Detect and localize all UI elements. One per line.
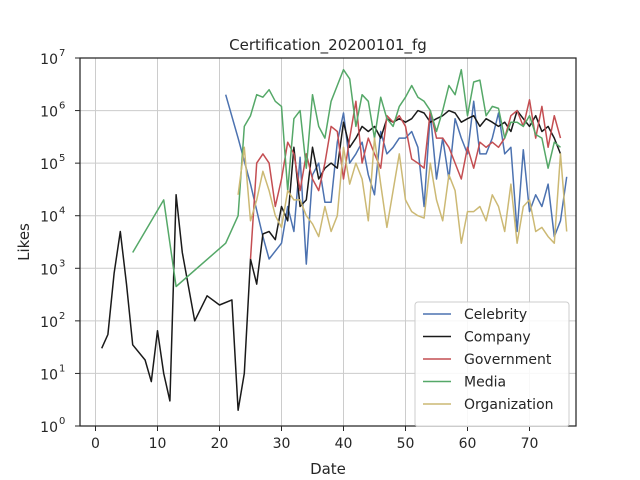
legend-entry: Celebrity [464, 307, 527, 323]
x-tick-label: 10 [149, 436, 167, 452]
legend-entry: Media [464, 375, 506, 391]
series-line-media [132, 68, 561, 288]
x-tick-label: 70 [521, 436, 539, 452]
y-tick-base: 10 [40, 52, 58, 68]
y-tick-base: 10 [40, 157, 58, 173]
x-axis-ticks: 0 10 20 30 40 50 60 70 [91, 426, 538, 452]
y-tick-base: 10 [40, 315, 58, 331]
y-tick-label: 10 [40, 105, 58, 121]
legend-entry: Company [464, 330, 531, 346]
y-tick-label: 10 [40, 315, 58, 331]
series-line-organization [237, 137, 568, 244]
x-tick-label: 50 [397, 436, 415, 452]
series-lines [101, 68, 568, 411]
y-tick-exponent: 7 [59, 48, 65, 59]
y-tick-label: 10 [40, 157, 58, 173]
y-tick-exponent: 0 [59, 416, 65, 427]
y-tick-base: 10 [40, 262, 58, 278]
y-tick-exponent: 2 [59, 311, 65, 322]
y-tick-exponent: 6 [59, 101, 65, 112]
plot-area-frame [79, 57, 577, 427]
legend-box [414, 301, 570, 427]
series-line-company [101, 109, 562, 411]
y-tick-exponent: 3 [59, 258, 65, 269]
y-tick-label: 10 [40, 262, 58, 278]
legend: Celebrity Company Government Media Organizat… [414, 301, 570, 427]
y-tick-label: 10 [40, 420, 58, 436]
y-tick-base: 10 [40, 420, 58, 436]
y-tick-exponent: 4 [59, 206, 65, 217]
y-tick-label: 10 [40, 52, 58, 68]
series-line-celebrity [224, 94, 568, 265]
x-tick-label: 0 [91, 436, 100, 452]
y-axis-label: Likes [15, 223, 33, 261]
y-tick-label: 10 [40, 210, 58, 226]
y-tick-exponent: 5 [59, 153, 65, 164]
y-tick-base: 10 [40, 367, 58, 383]
y-tick-base: 10 [40, 210, 58, 226]
y-tick-exponent: 1 [59, 363, 65, 374]
legend-entry: Government [464, 352, 552, 368]
y-tick-label: 10 [40, 367, 58, 383]
x-tick-label: 20 [211, 436, 229, 452]
y-tick-base: 10 [40, 105, 58, 121]
legend-entry: Organization [464, 397, 554, 413]
x-tick-label: 60 [459, 436, 477, 452]
series-line-government [249, 99, 562, 260]
x-tick-label: 40 [335, 436, 353, 452]
x-axis-label: Date [310, 460, 346, 478]
chart-title: Certification_20200101_fg [229, 36, 427, 55]
x-tick-label: 30 [273, 436, 291, 452]
